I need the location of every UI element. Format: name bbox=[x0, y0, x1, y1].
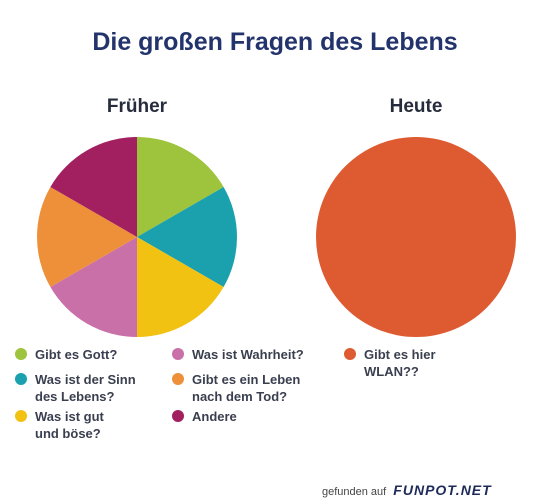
legend-item-wlan: Gibt es hier WLAN?? bbox=[344, 346, 436, 380]
pie-chart-heute bbox=[316, 137, 516, 337]
legend-label: Was ist Wahrheit? bbox=[192, 347, 304, 362]
footer-brand: FUNPOT.NET bbox=[393, 482, 492, 498]
legend-dot bbox=[15, 348, 27, 360]
legend-item-andere: Andere bbox=[172, 408, 237, 425]
pie-title-heute: Heute bbox=[389, 96, 443, 117]
pie-slice bbox=[50, 137, 137, 237]
legend-dot bbox=[172, 410, 184, 422]
pie-slice bbox=[50, 237, 137, 337]
pie-slice bbox=[137, 187, 237, 287]
legend-item-wahrheit: Was ist Wahrheit? bbox=[172, 346, 304, 363]
legend-item-sinn: Was ist der Sinn des Lebens? bbox=[15, 371, 136, 405]
legend-label: Was ist gut und böse? bbox=[35, 409, 104, 441]
legend-label: Gibt es Gott? bbox=[35, 347, 118, 362]
pie-slice bbox=[137, 137, 224, 237]
legend-item-leben-tod: Gibt es ein Leben nach dem Tod? bbox=[172, 371, 300, 405]
footer-credit: gefunden auf FUNPOT.NET bbox=[322, 482, 492, 498]
legend-dot bbox=[15, 373, 27, 385]
legend-dot bbox=[172, 373, 184, 385]
legend-label: Gibt es ein Leben nach dem Tod? bbox=[192, 372, 301, 404]
pie-chart-frueher bbox=[37, 137, 237, 337]
legend-dot bbox=[344, 348, 356, 360]
footer-prefix: gefunden auf bbox=[322, 486, 387, 498]
pie-slice bbox=[137, 237, 224, 337]
legend-label: Gibt es hier WLAN?? bbox=[364, 347, 436, 379]
legend-label: Andere bbox=[192, 409, 237, 424]
legend-item-gut-boese: Was ist gut und böse? bbox=[15, 408, 104, 442]
pie-title-frueher: Früher bbox=[106, 96, 168, 117]
legend-label: Was ist der Sinn des Lebens? bbox=[35, 372, 136, 404]
legend-item-gott: Gibt es Gott? bbox=[15, 346, 117, 363]
chart-title: Die großen Fragen des Lebens bbox=[92, 28, 458, 56]
pie-slice bbox=[37, 187, 137, 287]
legend-dot bbox=[15, 410, 27, 422]
legend-dot bbox=[172, 348, 184, 360]
pie-slice bbox=[316, 137, 516, 337]
